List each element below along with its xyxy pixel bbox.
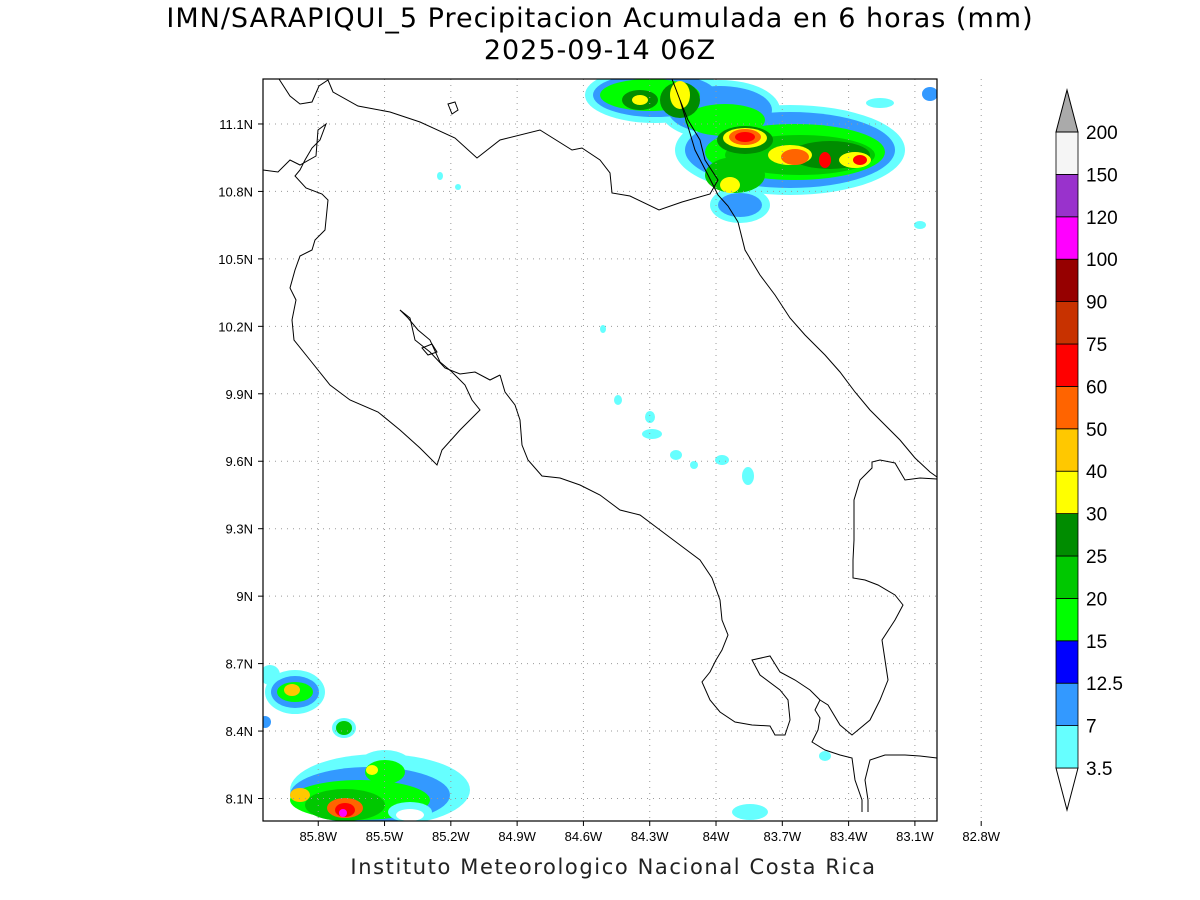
colorbar-band <box>1055 725 1079 769</box>
coastline-borders <box>262 78 938 812</box>
y-tick-label: 10.8N <box>218 184 253 199</box>
colorbar-band <box>1055 343 1079 387</box>
credit-text: Instituto Meteorologico Nacional Costa R… <box>350 855 877 879</box>
colorbar-label: 100 <box>1086 250 1118 271</box>
colorbar-label: 15 <box>1086 632 1107 653</box>
colorbar-label: 200 <box>1086 123 1118 144</box>
colorbar-label: 25 <box>1086 547 1107 568</box>
x-tick-label: 83.1W <box>896 829 934 844</box>
colorbar-band <box>1055 598 1079 642</box>
precip-cluster-northeast <box>585 79 937 229</box>
precipitation-layer <box>263 79 937 821</box>
colorbar-label: 120 <box>1086 208 1118 229</box>
y-tick-label: 9N <box>236 589 253 604</box>
colorbar-band <box>1055 513 1079 557</box>
colorbar-label: 90 <box>1086 293 1107 314</box>
colorbar-band <box>1055 301 1079 345</box>
colorbar-under-triangle <box>1055 767 1079 812</box>
colorbar-over-triangle <box>1055 88 1079 133</box>
map-frame <box>262 78 938 822</box>
x-tick-label: 85.2W <box>432 829 470 844</box>
x-tick-label: 85.5W <box>366 829 404 844</box>
colorbar-label: 75 <box>1086 335 1107 356</box>
y-tick-label: 11.1N <box>219 117 253 132</box>
y-tick-label: 10.2N <box>218 319 253 334</box>
x-tick-label: 83.4W <box>830 829 868 844</box>
colorbar: 3.5 7 12.5 15 20 25 30 40 50 60 75 90 100 120 150 200 <box>1055 88 1123 812</box>
y-tick-label: 8.4N <box>226 724 253 739</box>
y-tick-label: 9.6N <box>226 454 253 469</box>
colorbar-band <box>1055 428 1079 472</box>
colorbar-label: 20 <box>1086 589 1107 610</box>
x-tick-label: 83.7W <box>764 829 802 844</box>
colorbar-label: 7 <box>1086 717 1097 738</box>
colorbar-band <box>1055 131 1079 175</box>
x-tick-label: 84.9W <box>498 829 536 844</box>
x-tick-label: 82.8W <box>962 829 1000 844</box>
x-tick-label: 84.6W <box>565 829 603 844</box>
colorbar-label: 150 <box>1086 165 1118 186</box>
map-datetime: 2025-09-14 06Z <box>483 35 717 66</box>
colorbar-band <box>1055 555 1079 599</box>
y-tick-label: 9.9N <box>226 387 253 402</box>
colorbar-label: 12.5 <box>1086 674 1123 695</box>
colorbar-band <box>1055 258 1079 303</box>
y-tick-label: 10.5N <box>218 252 253 267</box>
colorbar-label: 50 <box>1086 420 1107 441</box>
precip-cluster-southwest <box>263 665 470 821</box>
colorbar-label: 30 <box>1086 505 1107 526</box>
x-tick-label: 84.3W <box>631 829 669 844</box>
x-tick-label: 84W <box>703 829 730 844</box>
colorbar-band <box>1055 470 1079 515</box>
latitude-ticks: 11.1N 10.8N 10.5N 10.2N 9.9N 9.6N 9.3N 9N 8.7N 8.… <box>218 117 263 807</box>
colorbar-label: 60 <box>1086 377 1107 398</box>
y-tick-label: 8.1N <box>226 792 253 807</box>
colorbar-label: 3.5 <box>1086 759 1112 780</box>
precip-scattered-cells <box>437 172 831 820</box>
y-tick-label: 8.7N <box>226 657 253 672</box>
colorbar-band <box>1055 682 1079 727</box>
colorbar-band <box>1055 640 1079 684</box>
colorbar-band <box>1055 385 1079 430</box>
colorbar-label: 40 <box>1086 462 1107 483</box>
lat-lon-grid <box>263 79 982 821</box>
longitude-ticks: 85.8W 85.5W 85.2W 84.9W 84.6W 84.3W 84W 83.7W 83… <box>299 821 1001 844</box>
colorbar-band <box>1055 173 1079 218</box>
colorbar-band <box>1055 216 1079 260</box>
x-tick-label: 85.8W <box>299 829 337 844</box>
map-title: IMN/SARAPIQUI_5 Precipitacion Acumulada … <box>166 3 1034 34</box>
y-tick-label: 9.3N <box>226 522 253 537</box>
